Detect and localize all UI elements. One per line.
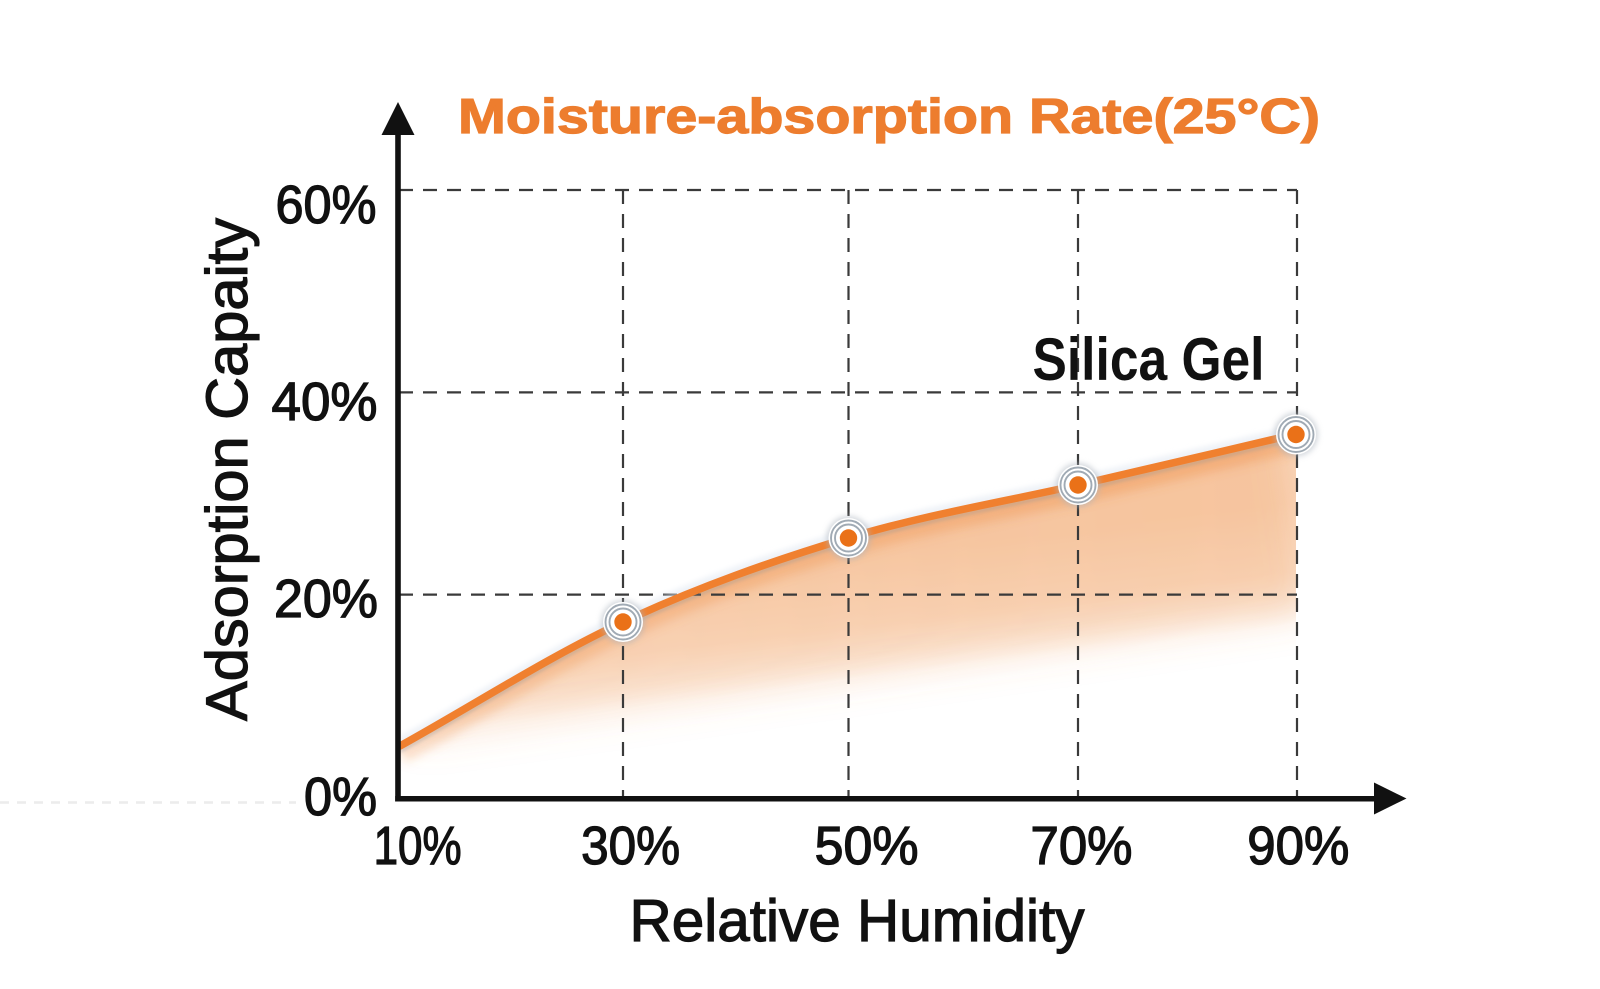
svg-text:30%: 30% [581,816,680,876]
svg-text:20%: 20% [274,569,378,629]
svg-text:70%: 70% [1031,816,1133,876]
svg-text:0%: 0% [304,767,377,827]
svg-text:60%: 60% [276,175,377,235]
svg-text:Adsorption Capaity: Adsorption Capaity [195,218,260,721]
svg-text:Moisture-absorption Rate(25°C): Moisture-absorption Rate(25°C) [458,90,1320,144]
svg-text:Silica Gel: Silica Gel [1033,326,1265,393]
svg-text:10%: 10% [374,816,462,876]
svg-text:50%: 50% [815,816,919,876]
svg-text:Relative Humidity: Relative Humidity [630,888,1085,954]
svg-text:40%: 40% [272,372,378,432]
svg-text:90%: 90% [1247,816,1349,876]
